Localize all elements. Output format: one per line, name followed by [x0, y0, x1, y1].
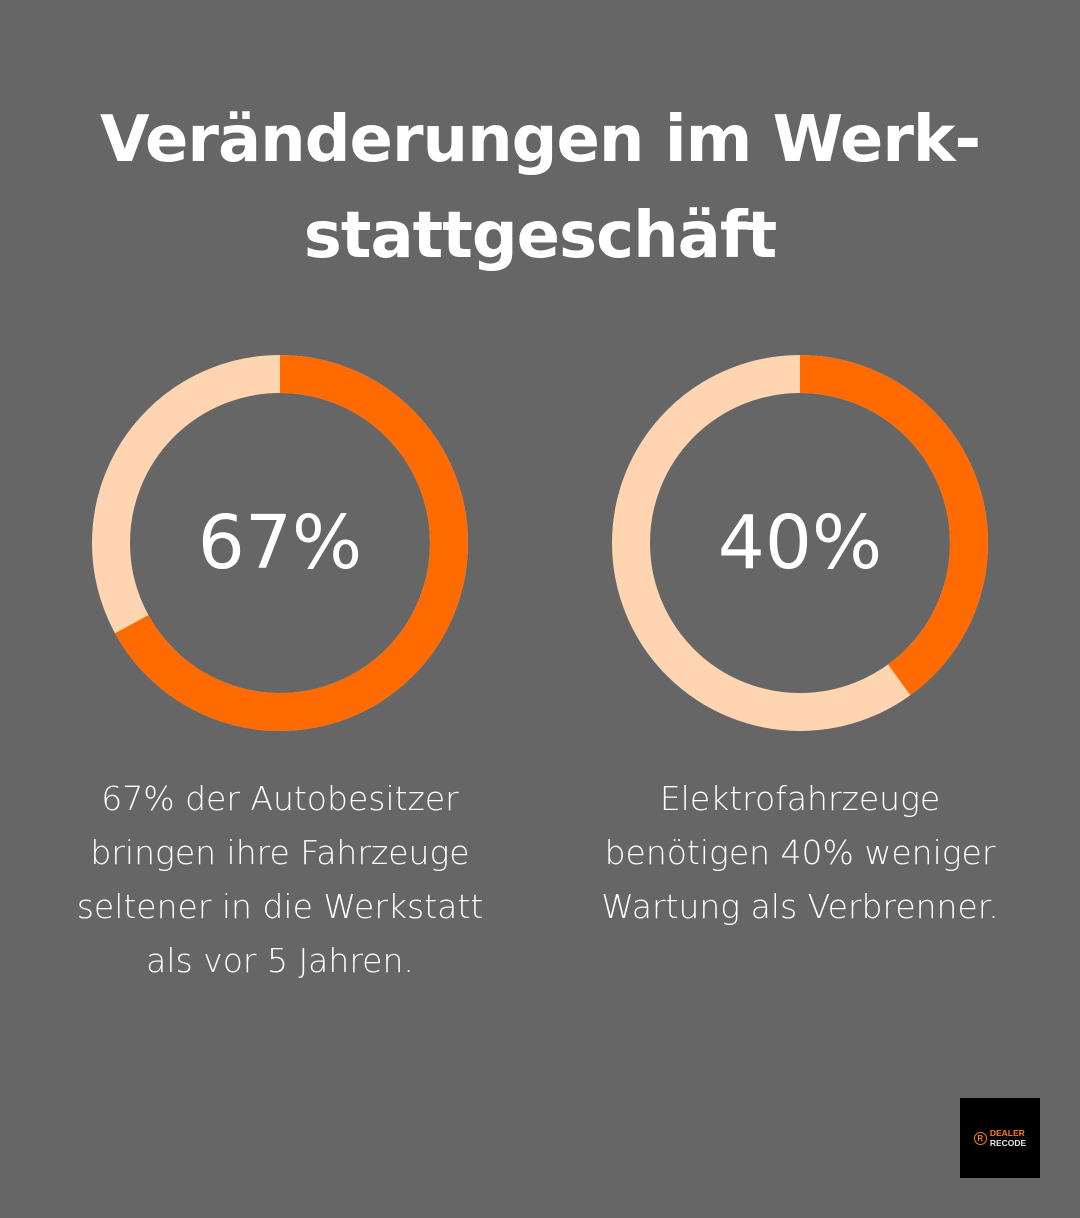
- caption-line: benötigen 40% weniger: [604, 833, 996, 872]
- donut-chart-67: 67%: [92, 355, 468, 731]
- title-line-1: Veränderungen im Werk-: [99, 103, 981, 177]
- caption-line: als vor 5 Jahren.: [146, 941, 414, 980]
- caption-line: Wartung als Verbrenner.: [601, 887, 999, 926]
- caption-line: bringen ihre Fahrzeuge: [90, 833, 470, 872]
- caption-line: Elektrofahrzeuge: [659, 779, 941, 818]
- logo-text-recode: RECODE: [989, 1138, 1027, 1148]
- donut-value-arc: [92, 355, 468, 731]
- title-line-2: stattgeschäft: [303, 199, 778, 273]
- stat-caption-1: 67% der Autobesitzer bringen ihre Fahrze…: [20, 772, 540, 988]
- dealer-recode-logo: R DEALER RECODE: [960, 1098, 1040, 1178]
- donut-value-arc: [612, 355, 988, 731]
- donut-chart-40: 40%: [612, 355, 988, 731]
- page-title: Veränderungen im Werk- stattgeschäft: [0, 92, 1080, 284]
- donut-center-label: 67%: [197, 500, 363, 586]
- donut-ring: [92, 355, 468, 731]
- donut-center-label: 40%: [717, 500, 883, 586]
- stat-caption-2: Elektrofahrzeuge benötigen 40% weniger W…: [540, 772, 1060, 934]
- donut-ring: [612, 355, 988, 731]
- caption-line: 67% der Autobesitzer: [101, 779, 459, 818]
- logo-r-icon: R: [973, 1131, 987, 1145]
- caption-line: seltener in die Werkstatt: [76, 887, 484, 926]
- logo-text-dealer: DEALER: [989, 1128, 1025, 1138]
